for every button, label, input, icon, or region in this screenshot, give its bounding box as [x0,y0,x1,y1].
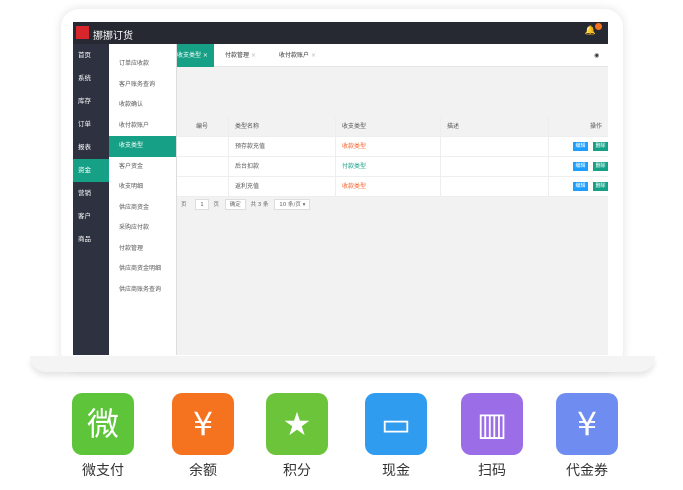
submenu-item[interactable]: 付款管理 [119,244,144,252]
payment-icon[interactable]: ★ [266,393,328,455]
app-screen: 挪挪订货 🔔 首页 系统 库存 订单 报表 资金 营销 客户 商品 订单应收款 … [73,22,608,355]
sidebar: 首页 系统 库存 订单 报表 资金 营销 客户 商品 [73,44,109,355]
logo-icon [76,26,89,39]
page-input[interactable]: 1 [195,199,209,210]
sidebar-item-orders[interactable]: 订单 [78,120,91,128]
cell-type: 收款类型 [335,137,440,156]
cell-name: 预存款充值 [228,137,335,156]
payment-icon[interactable]: ▥ [461,393,523,455]
sidebar-item-customers[interactable]: 客户 [78,212,91,220]
delete-button[interactable]: 删除 [593,182,608,191]
pagination: 页 1 页 确定 共 3 条 10 条/页 ▾ [177,197,608,213]
sidebar-item-funds[interactable]: 资金 [73,159,109,182]
tab-label: 收付款账户 [279,52,310,59]
payment-label: 现金 [382,463,410,479]
sidebar-item-home[interactable]: 首页 [78,51,91,59]
submenu-item[interactable]: 供应商资金 [119,203,150,211]
submenu-item[interactable]: 客户账务查询 [119,80,156,88]
table-row: 返利充值 收款类型 编辑 删除 [177,177,608,197]
go-button[interactable]: 确定 [224,199,246,210]
edit-button[interactable]: 编辑 [573,182,588,191]
header-desc: 描述 [440,117,548,136]
top-bar: 挪挪订货 🔔 [73,22,608,44]
payment-icon[interactable]: ¥ [172,393,234,455]
sidebar-item-system[interactable]: 系统 [78,74,91,82]
page-unit: 页 [213,202,220,208]
cell-id [177,157,228,176]
notification-badge [595,23,602,30]
edit-button[interactable]: 编辑 [573,142,588,151]
submenu-item[interactable]: 采购应付款 [119,224,150,231]
payment-label: 扫码 [478,463,506,479]
submenu: 订单应收款 客户账务查询 收款确认 收付款账户 收支类型 客户资金 收支明细 供… [109,44,177,355]
cell-type: 收款类型 [335,177,440,196]
submenu-item[interactable]: 收付款账户 [119,121,150,129]
target-icon[interactable]: ◉ [594,52,600,59]
header-name: 类型名称 [228,117,335,136]
payment-icon[interactable]: 微 [72,393,134,455]
sidebar-item-marketing[interactable]: 营销 [78,189,91,197]
tab-accounts[interactable]: 收付款账户 × [279,52,316,59]
table-header: 编号 类型名称 收支类型 描述 操作 [177,117,608,137]
cell-name: 返利充值 [228,177,335,196]
total-count: 共 3 条 [250,202,269,208]
submenu-item[interactable]: 订单应收款 [119,60,150,67]
per-page-value: 10 条/页 [279,202,301,208]
app-title: 挪挪订货 [93,31,133,42]
edit-button[interactable]: 编辑 [573,162,588,171]
cell-name: 后台扣款 [228,157,335,176]
sidebar-item-inventory[interactable]: 库存 [78,97,91,105]
tab-income-type[interactable]: 收支类型 × [177,44,214,67]
delete-button[interactable]: 删除 [593,142,608,151]
cell-desc [440,177,548,196]
submenu-item[interactable]: 客户资金 [119,162,144,170]
payment-label: 代金券 [566,463,608,479]
data-table: 编号 类型名称 收支类型 描述 操作 预存款充值 收款类型 编辑 删除 后台扣款 … [177,117,608,197]
submenu-item-active[interactable]: 收支类型 [109,136,176,157]
cell-id [177,177,228,196]
cell-desc [440,157,548,176]
cell-type: 付款类型 [335,157,440,176]
tab-label: 付款管理 [225,52,250,59]
submenu-item[interactable]: 供应商资金明细 [119,265,162,272]
tab-payment-management[interactable]: 付款管理 × [225,52,256,59]
sidebar-item-products[interactable]: 商品 [78,235,91,243]
payment-label: 微支付 [82,463,124,479]
per-page-select[interactable]: 10 条/页 ▾ [274,199,311,210]
payment-label: 余额 [189,463,217,479]
payment-label: 积分 [283,463,311,479]
cell-id [177,137,228,156]
tab-bar: 收支类型 × 付款管理 × 收付款账户 × ◉ [177,44,608,67]
table-row: 预存款充值 收款类型 编辑 删除 [177,137,608,157]
delete-button[interactable]: 删除 [593,162,608,171]
table-row: 后台扣款 付款类型 编辑 删除 [177,157,608,177]
tab-label: 收支类型 [177,52,202,59]
device-base [30,356,655,372]
bell-icon[interactable]: 🔔 [584,26,596,36]
header-actions: 操作 [548,117,608,136]
header-id: 编号 [195,123,208,130]
payment-icon[interactable]: ▭ [365,393,427,455]
cell-desc [440,137,548,156]
sidebar-item-reports[interactable]: 报表 [78,143,91,151]
submenu-item[interactable]: 收款确认 [119,101,144,108]
submenu-item[interactable]: 供应商账务查询 [119,285,162,293]
payment-icon[interactable]: ¥ [556,393,618,455]
submenu-item[interactable]: 收支明细 [119,183,144,190]
header-type: 收支类型 [335,117,440,136]
